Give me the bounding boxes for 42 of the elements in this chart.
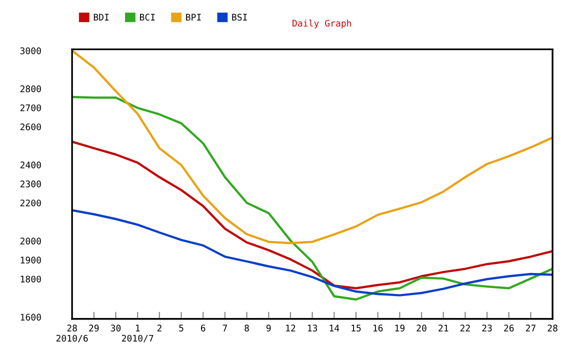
y-tick-label: 2800 [20,85,41,92]
x-tick-label: 5 [179,324,184,332]
y-tick-label: 1800 [20,276,41,283]
x-tick-label: 23 [482,324,492,332]
x-tick-label: 21 [438,324,448,332]
y-tick-label: 2300 [20,180,41,188]
x-tick-label: 29 [89,324,99,332]
y-tick-label: 2200 [20,200,41,206]
x-tick-label: 16 [373,324,383,332]
x-tick-label: 28 2010/6 [56,324,88,342]
y-tick-label: 1900 [20,256,41,264]
legend-label: BDI [94,14,109,20]
x-tick-label: 8 [244,324,249,332]
line-series [72,140,553,290]
x-tick-label: 30 [110,324,121,332]
x-tick-label: 15 [352,324,361,332]
x-tick-label: 28 [548,324,558,332]
y-tick-label: 2000 [20,238,41,244]
x-tick-label: 7 [222,324,227,332]
legend-label: BSI [232,14,247,21]
x-tick-label: 22 [460,324,470,332]
x-tick-label: 27 [526,324,536,332]
x-tick-label: 26 [504,324,514,332]
x-tick-label: 14 [330,324,340,332]
x-tick-label: 20 [416,324,426,332]
legend-label: BPI [186,14,201,20]
x-tick-label: 2 [157,324,162,332]
x-tick-label: 12 [286,324,296,332]
x-tick-label: 9 [266,324,271,332]
x-tick-label: 1 2010/7 [122,324,154,342]
y-tick-label: 2700 [20,104,41,112]
y-tick-label: 2400 [20,162,41,168]
y-tick-label: 2600 [20,123,41,130]
x-tick-label: 6 [200,324,206,332]
x-tick-label: 19 [395,324,404,332]
line-series [72,96,553,301]
y-tick-label: 3000 [20,47,41,54]
x-tick-label: 13 [308,324,318,332]
line-series [72,209,553,296]
y-tick-label: 1600 [20,314,41,321]
chart-title: Daily Graph [292,20,351,28]
legend-label: BCI [140,14,155,21]
